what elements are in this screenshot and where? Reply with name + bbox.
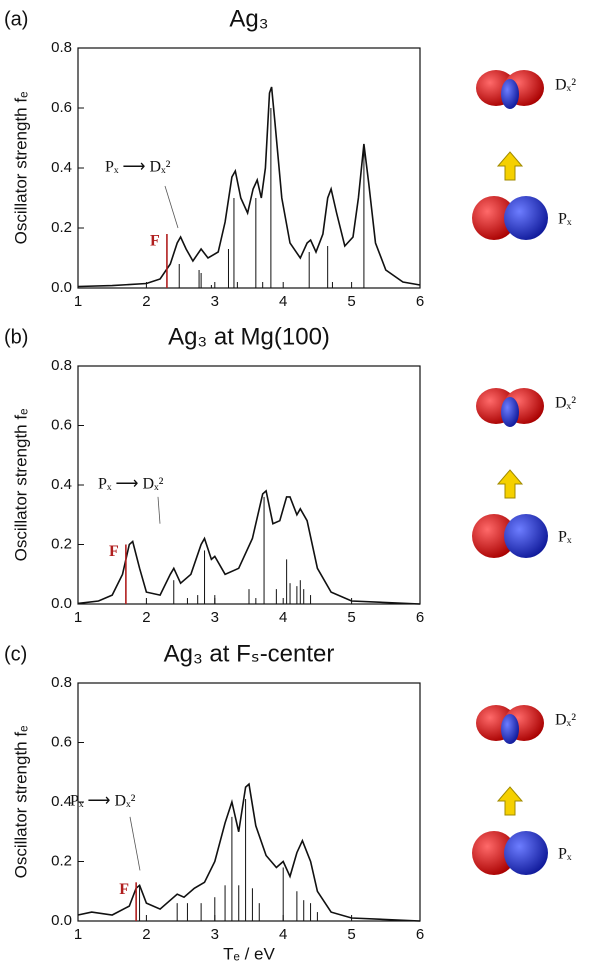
y-tick-label: 0.8: [51, 674, 72, 691]
y-tick-label: 0.6: [51, 733, 72, 750]
orbital-label: Dₓ²: [555, 395, 576, 412]
transition-arrow: [496, 786, 524, 816]
x-tick-label: 6: [416, 293, 424, 310]
annotation-f: F: [119, 881, 129, 898]
annotation-transition: Pₓ ⟶ Dₓ²: [70, 793, 136, 810]
chart-title: Ag₃: [229, 5, 268, 32]
y-axis-label: Oscillator strength fₑ: [11, 726, 30, 879]
y-tick-label: 0.2: [51, 852, 72, 869]
orbital-label: Dₓ²: [555, 712, 576, 729]
annotation-transition: Pₓ ⟶ Dₓ²: [98, 476, 164, 493]
x-tick-label: 1: [74, 293, 82, 310]
x-tick-label: 2: [142, 926, 150, 943]
x-tick-label: 3: [211, 293, 219, 310]
spectrum-curve: [77, 489, 421, 605]
orbital-pictures: [472, 705, 548, 875]
orbital-pictures: [472, 388, 548, 558]
y-tick-label: 0.0: [51, 595, 72, 612]
annotation-f: F: [150, 233, 160, 250]
leader-line: [157, 496, 161, 524]
orbital-label: Pₓ: [558, 211, 572, 228]
panel: (c) Ag₃ at Fₛ-center Oscillator strength f…: [4, 640, 576, 963]
x-tick-label: 6: [416, 926, 424, 943]
plot-frame: [77, 47, 421, 289]
panel-label: (b): [4, 326, 28, 348]
y-axis-label: Oscillator strength fₑ: [11, 409, 30, 562]
orbital-lobe: [472, 831, 516, 875]
y-tick-label: 0.4: [51, 159, 72, 176]
transition-arrow: [496, 151, 524, 181]
chart-title: Ag₃ at Mg(100): [168, 323, 330, 350]
orbital-pictures: [472, 70, 548, 240]
y-tick-label: 0.8: [51, 357, 72, 374]
x-tick-label: 3: [211, 609, 219, 626]
y-tick-label: 0.2: [51, 535, 72, 552]
x-axis-label: Tₑ / eV: [223, 944, 275, 963]
y-tick-label: 0.6: [51, 416, 72, 433]
orbital-lobe: [501, 714, 519, 744]
x-tick-label: 5: [347, 926, 355, 943]
transition-arrow: [496, 469, 524, 499]
y-tick-label: 0.4: [51, 793, 72, 810]
orbital-lobe: [504, 196, 548, 240]
annotation-f: F: [109, 543, 119, 560]
y-axis-label: Oscillator strength fₑ: [11, 92, 30, 245]
orbital-lobe: [472, 196, 516, 240]
orbital-lobe: [472, 514, 516, 558]
y-tick-label: 0.0: [51, 912, 72, 929]
orbital-lobe: [504, 514, 548, 558]
chart-title: Ag₃ at Fₛ-center: [164, 640, 335, 667]
x-tick-label: 2: [142, 293, 150, 310]
x-tick-label: 4: [279, 926, 287, 943]
x-tick-label: 4: [279, 609, 287, 626]
orbital-lobe: [501, 397, 519, 427]
x-tick-label: 4: [279, 293, 287, 310]
y-tick-label: 0.8: [51, 39, 72, 56]
orbital-label: Pₓ: [558, 529, 572, 546]
y-tick-label: 0.2: [51, 219, 72, 236]
x-tick-label: 3: [211, 926, 219, 943]
y-tick-label: 0.0: [51, 279, 72, 296]
x-tick-label: 1: [74, 926, 82, 943]
panel-label: (a): [4, 8, 28, 30]
orbital-lobe: [501, 79, 519, 109]
leader-line: [129, 816, 141, 871]
orbital-label: Dₓ²: [555, 77, 576, 94]
x-tick-label: 2: [142, 609, 150, 626]
panel: (a) Ag₃ Oscillator strength fₑ 1 2 3 4 5 6 0.0 0.2…: [4, 5, 576, 310]
panel: (b) Ag₃ at Mg(100) Oscillator strength fₑ 1…: [4, 323, 576, 626]
x-tick-label: 6: [416, 609, 424, 626]
leader-line: [164, 185, 179, 229]
spectrum-curve: [77, 86, 421, 288]
panel-label: (c): [4, 643, 27, 665]
orbital-lobe: [504, 831, 548, 875]
y-tick-label: 0.6: [51, 99, 72, 116]
spectrum-curve: [77, 782, 421, 922]
x-tick-label: 5: [347, 609, 355, 626]
x-tick-label: 1: [74, 609, 82, 626]
plot-frame: [77, 682, 421, 922]
x-tick-label: 5: [347, 293, 355, 310]
annotation-transition: Pₓ ⟶ Dₓ²: [105, 159, 171, 176]
y-tick-label: 0.4: [51, 476, 72, 493]
orbital-label: Pₓ: [558, 846, 572, 863]
